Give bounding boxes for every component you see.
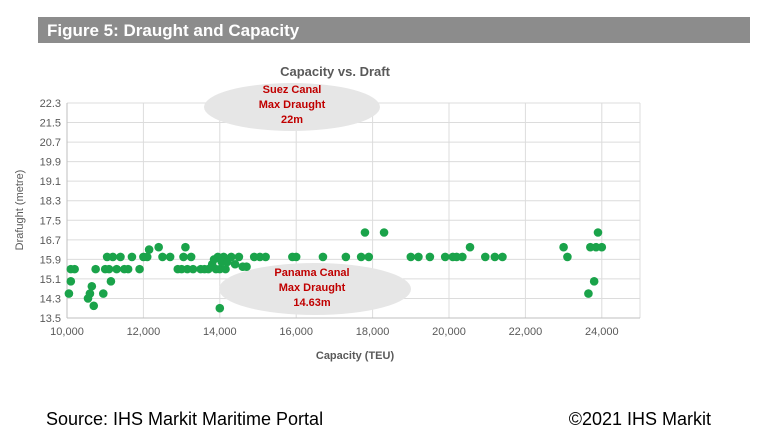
panama-canal-annotation-line: Panama Canal <box>274 267 349 279</box>
data-point <box>215 303 225 313</box>
data-point <box>498 252 507 262</box>
annotations: Suez Canal Max Draught 22m Panama Canal Max … <box>204 83 411 315</box>
data-point <box>589 277 599 286</box>
data-point <box>414 252 423 262</box>
data-point <box>291 252 301 262</box>
panama-canal-annotation-line: 14.63m <box>293 297 331 309</box>
data-point <box>127 252 137 262</box>
data-point <box>318 252 328 262</box>
data-point <box>186 252 196 262</box>
y-tick-label: 17.5 <box>40 215 61 227</box>
data-point <box>144 245 154 254</box>
y-tick-label: 20.7 <box>40 137 61 149</box>
data-point <box>480 252 490 262</box>
panama-canal-annotation-ellipse <box>219 263 411 315</box>
data-point <box>158 252 167 262</box>
data-point <box>563 252 572 262</box>
data-point <box>226 252 236 262</box>
data-point <box>261 252 270 262</box>
y-tick-label: 18.3 <box>40 196 61 208</box>
data-point <box>112 264 121 274</box>
y-tick-label: 15.1 <box>40 274 61 286</box>
data-point <box>364 252 374 262</box>
data-point <box>89 301 99 311</box>
data-point <box>465 242 475 252</box>
x-tick-label: 22,000 <box>509 326 543 338</box>
y-tick-label: 15.9 <box>40 254 61 266</box>
data-point <box>91 264 100 274</box>
y-tick-label: 19.9 <box>40 157 61 169</box>
data-point <box>116 252 125 262</box>
y-tick-label: 16.7 <box>40 235 61 247</box>
data-point <box>179 252 188 262</box>
suez-canal-annotation-line: 22m <box>281 114 303 126</box>
figure-title-banner: Figure 5: Draught and Capacity <box>38 17 750 43</box>
data-point <box>584 289 593 298</box>
x-tick-label: 16,000 <box>279 326 313 338</box>
data-point <box>242 262 251 271</box>
suez-canal-annotation-ellipse <box>204 83 380 131</box>
data-point <box>104 264 114 274</box>
data-point <box>379 228 389 237</box>
data-point <box>593 228 603 237</box>
y-tick-label: 13.5 <box>40 313 61 325</box>
footer-source: Source: IHS Markit Maritime Portal <box>46 409 324 429</box>
data-point <box>123 264 133 274</box>
x-tick-label: 20,000 <box>432 326 466 338</box>
scatter-chart: 22.3 21.5 20.7 19.9 19.1 18.3 17.5 16.7 15.9 15.1… <box>14 64 641 362</box>
data-point <box>597 242 607 252</box>
data-points <box>64 228 607 313</box>
data-point <box>490 252 500 262</box>
data-point <box>135 264 144 274</box>
data-point <box>85 289 95 298</box>
data-point <box>341 252 351 262</box>
data-point <box>188 264 198 274</box>
data-point <box>181 242 190 252</box>
data-point <box>360 228 370 237</box>
panama-canal-annotation-line: Max Draught <box>279 282 346 294</box>
x-tick-label: 14,000 <box>203 326 237 338</box>
footer-copyright: ©2021 IHS Markit <box>568 409 711 429</box>
suez-canal-annotation-line: Suez Canal <box>263 84 322 96</box>
suez-canal-annotation-line: Max Draught <box>259 99 326 111</box>
chart-title: Capacity vs. Draft <box>280 64 390 79</box>
data-point <box>234 252 244 262</box>
x-tick-label: 18,000 <box>356 326 390 338</box>
data-point <box>356 252 366 262</box>
y-tick-label: 22.3 <box>40 98 61 110</box>
data-point <box>98 289 108 298</box>
x-tick-label: 10,000 <box>50 326 84 338</box>
x-tick-label: 12,000 <box>127 326 161 338</box>
data-point <box>425 252 435 262</box>
data-point <box>559 242 568 252</box>
data-point <box>221 264 230 274</box>
data-point <box>70 264 79 274</box>
x-tick-label: 24,000 <box>585 326 619 338</box>
data-point <box>154 242 163 252</box>
y-axis-label: Drafught (metre) <box>14 170 26 251</box>
data-point <box>87 281 97 291</box>
y-tick-label: 19.1 <box>40 176 61 188</box>
data-point <box>66 277 76 286</box>
data-point <box>108 252 118 262</box>
y-tick-label: 14.3 <box>40 293 61 305</box>
data-point <box>165 252 175 262</box>
data-point <box>230 259 240 269</box>
data-point <box>142 252 152 262</box>
axes: 22.3 21.5 20.7 19.9 19.1 18.3 17.5 16.7 15.9 15.1… <box>40 98 640 338</box>
x-axis-label: Capacity (TEU) <box>316 350 395 362</box>
data-point <box>406 252 416 262</box>
data-point <box>440 252 450 262</box>
data-point <box>458 252 467 262</box>
data-point <box>106 277 116 286</box>
data-point <box>64 289 74 298</box>
y-tick-label: 21.5 <box>40 118 61 130</box>
